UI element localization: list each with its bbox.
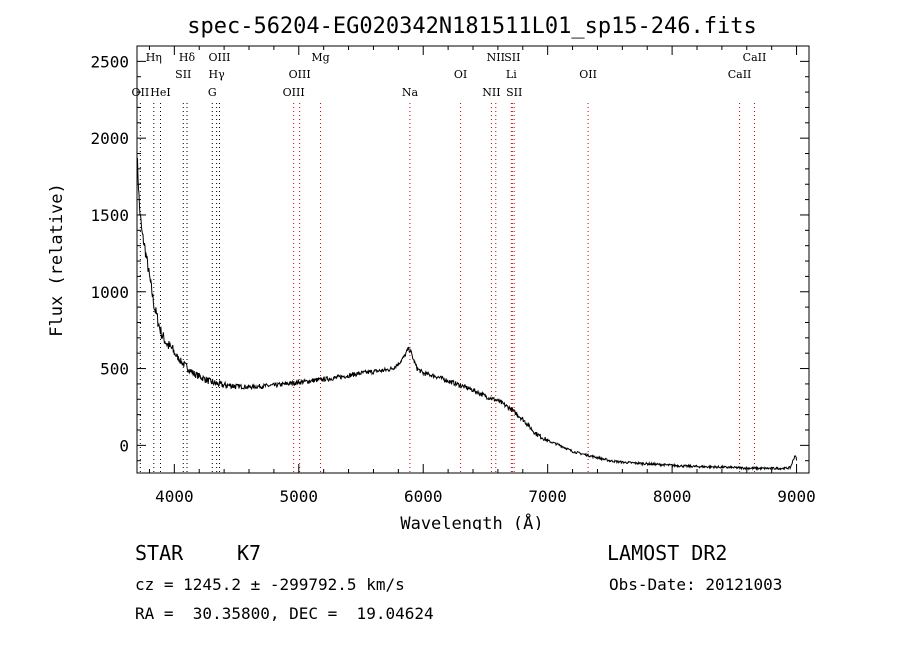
spectral-line-label: Na [402,86,419,99]
object-type: STAR [135,541,184,565]
y-tick-label: 500 [100,360,129,379]
x-axis-label: Wavelength (Å) [400,512,543,530]
y-tick-label: 2000 [90,129,129,148]
spectral-line-label: NII [482,86,500,99]
spectral-line-label: OIII [289,68,311,81]
y-tick-label: 2500 [90,52,129,71]
spectral-line-label: SII [506,86,522,99]
x-tick-label: 5000 [280,487,319,506]
x-axis: 4000 5000 6000 7000 8000 9000 [148,46,816,506]
spectral-line-label: HeI [150,86,170,99]
spectral-line-label: OIII [283,86,305,99]
plot-frame [136,45,810,474]
spectral-line-label: NII [487,51,505,64]
spectral-line-label: Hγ [209,68,226,81]
observation-date: Obs-Date: 20121003 [609,575,783,594]
chart-title: spec-56204-EG020342N181511L01_sp15-246.f… [187,14,757,39]
spectrum-series-line [136,157,798,472]
spectral-line-label: SII [504,51,520,64]
spectral-line-label: Hδ [179,51,196,64]
x-tick-label: 9000 [777,487,816,506]
spectral-line-label: OIII [208,51,230,64]
spectral-line-label: Mg [311,51,329,64]
spectral-line-label: G [208,86,217,99]
spectral-line-label: CaII [743,51,767,64]
y-tick-label: 0 [119,436,129,455]
y-tick-label: 1000 [90,283,129,302]
redshift-line: cz = 1245.2 ± -299792.5 km/s [135,575,405,594]
x-tick-label: 6000 [404,487,443,506]
spectral-line-label: CaII [728,68,752,81]
object-subclass: K7 [237,541,262,565]
y-axis: 0 500 1000 1500 2000 2500 [90,45,809,462]
x-tick-label: 4000 [155,487,194,506]
spectral-line-label: SII [175,68,191,81]
y-tick-label: 1500 [90,206,129,225]
spectral-line-label: OII [579,68,597,81]
spectral-line-label: Hη [146,51,162,64]
y-axis-label: Flux (relative) [47,183,67,337]
survey-name: LAMOST DR2 [607,541,728,565]
spectral-line-label: OI [454,68,467,81]
spectral-line-label: Li [506,68,517,81]
coordinates-line: RA = 30.35800, DEC = 19.04624 [135,604,434,623]
x-tick-label: 8000 [653,487,692,506]
x-tick-label: 7000 [528,487,567,506]
spectrum-chart: spec-56204-EG020342N181511L01_sp15-246.f… [47,14,816,530]
